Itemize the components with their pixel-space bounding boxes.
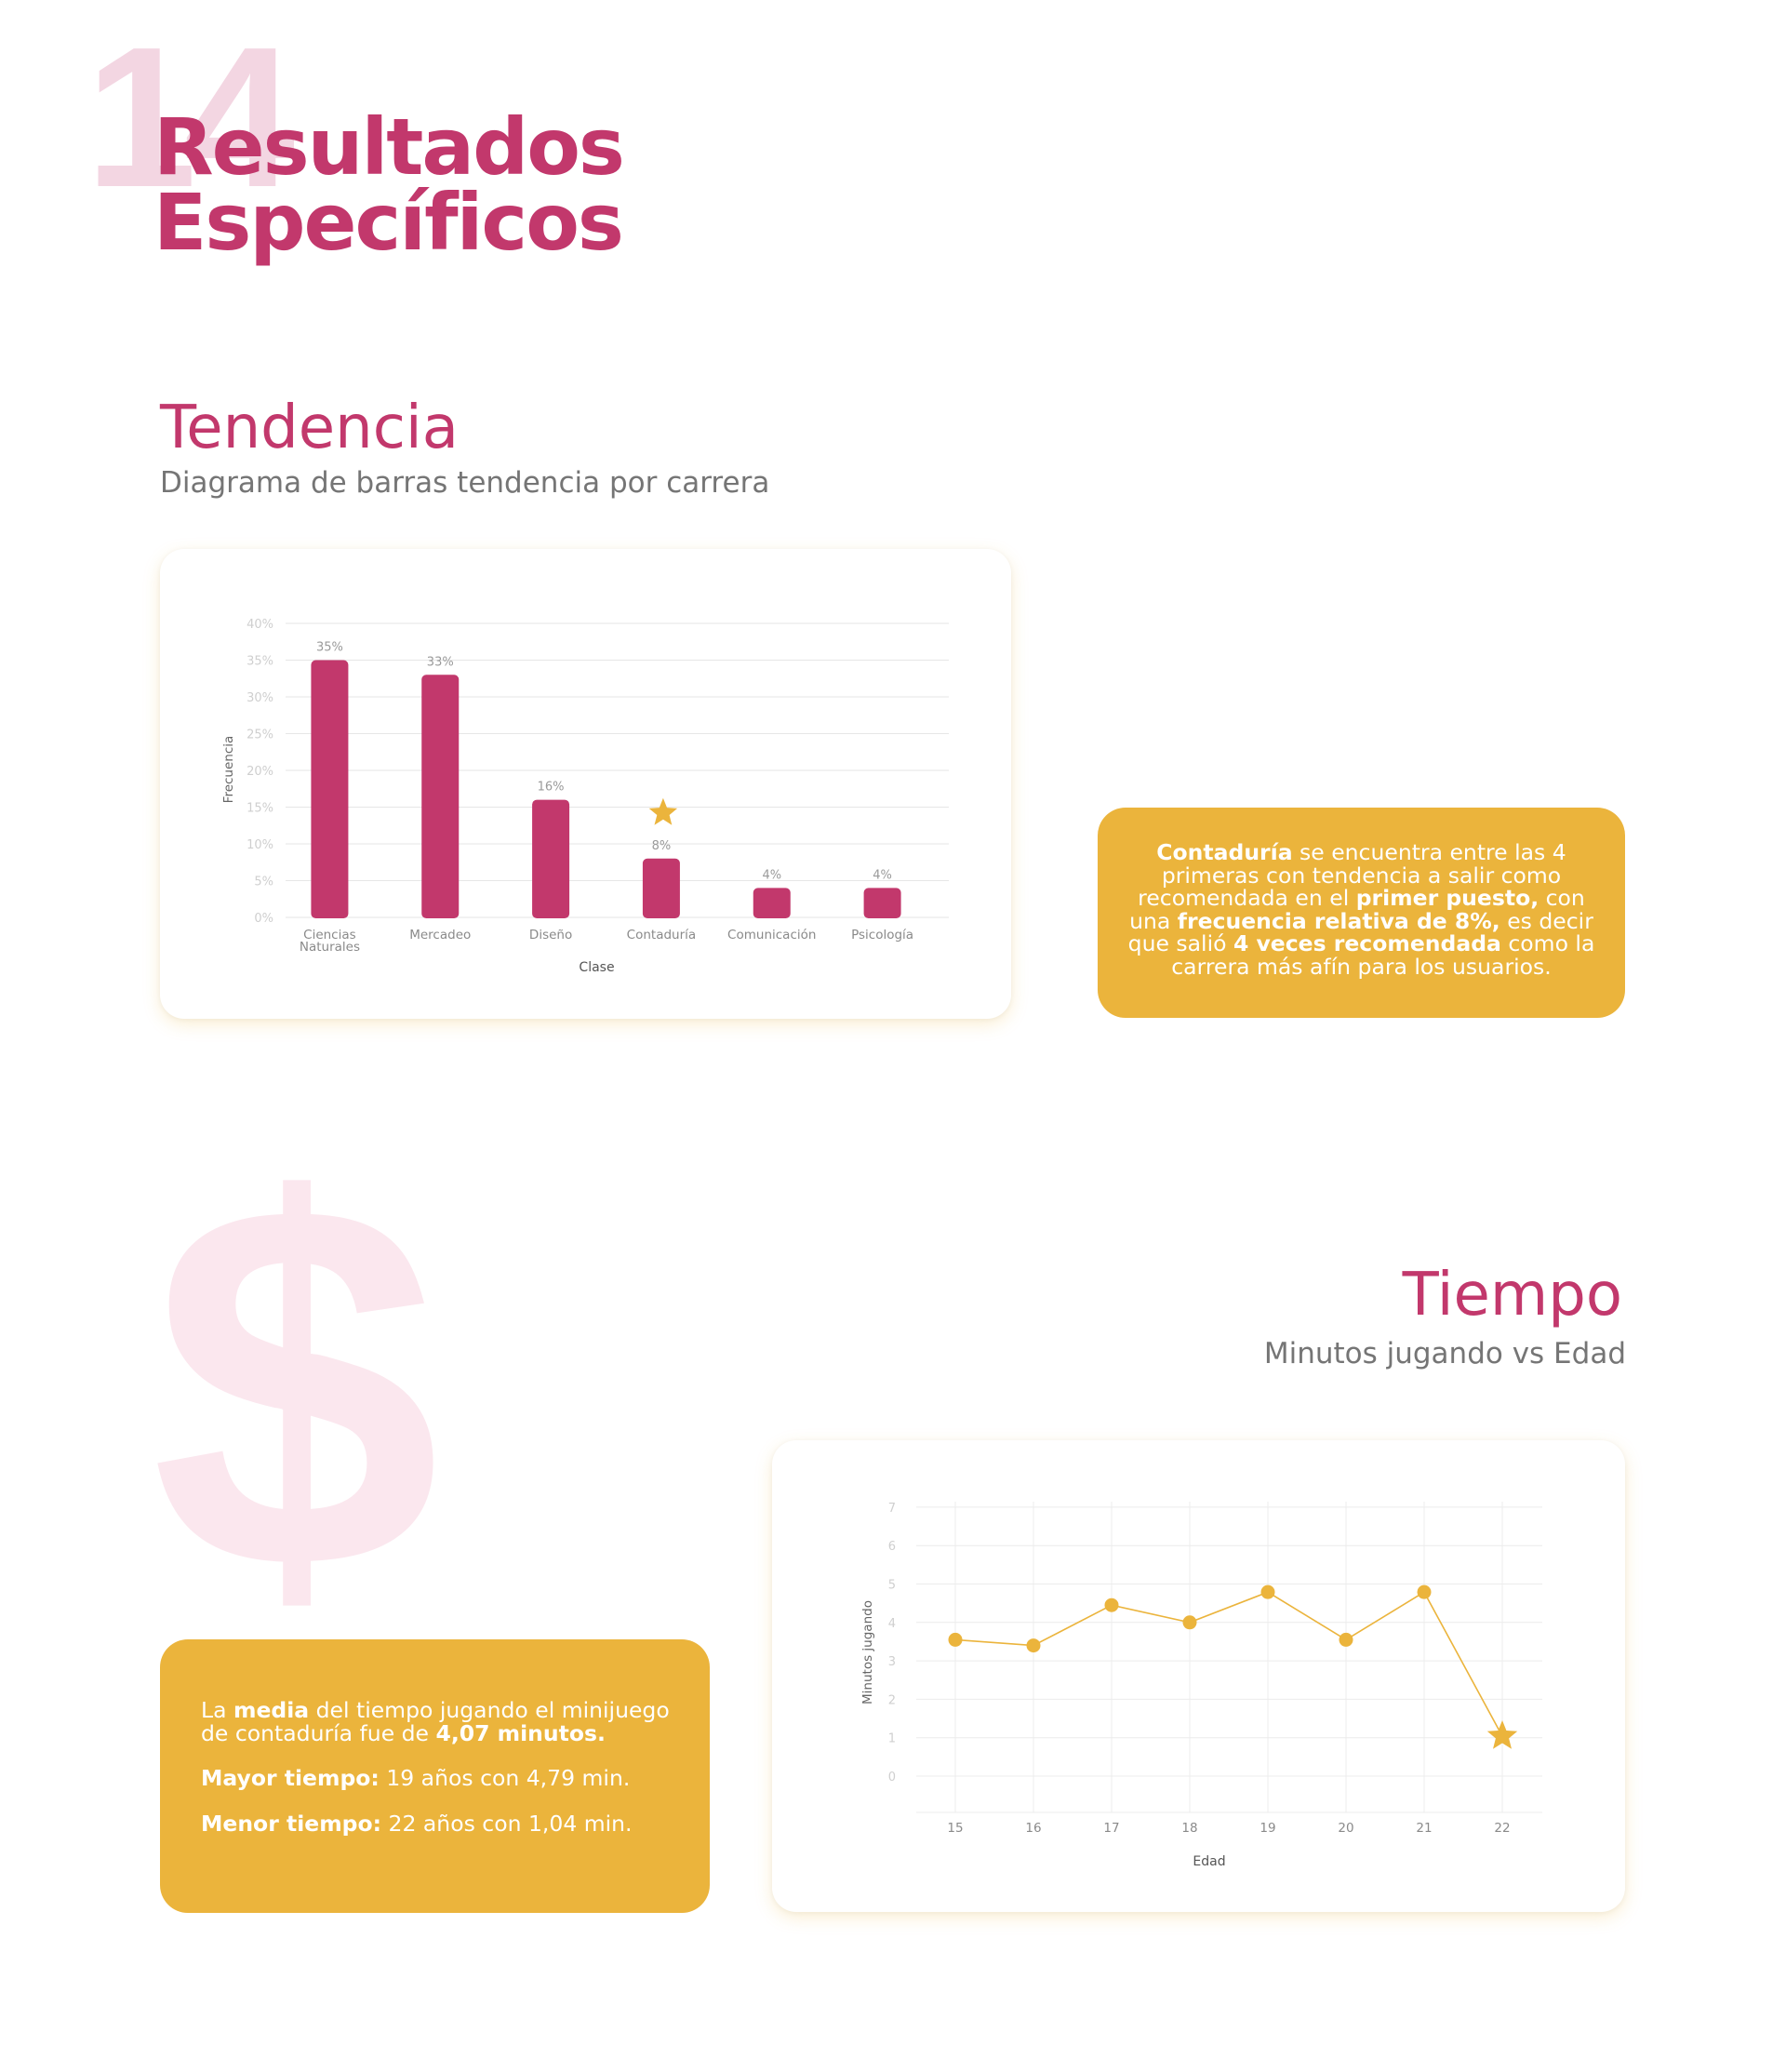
x-tick-label: Mercadeo [409, 928, 471, 942]
y-tick-label: 1 [888, 1732, 896, 1746]
note-bold: Menor tiempo: [201, 1810, 382, 1837]
section-number: 14 [86, 5, 295, 229]
x-tick-label: 15 [947, 1821, 963, 1836]
note-bold: media [233, 1697, 310, 1723]
bar-value-label: 35% [316, 641, 343, 655]
bar [642, 858, 680, 918]
y-tick-label: 7 [888, 1502, 896, 1516]
bar-value-label: 8% [652, 839, 672, 853]
x-tick-label: 16 [1025, 1821, 1041, 1836]
bar-value-label: 16% [538, 781, 565, 795]
bar-value-label: 4% [873, 868, 892, 882]
bar-value-label: 33% [427, 655, 454, 669]
line-chart-card: 0 1 2 3 4 5 6 7 15 16 17 18 19 20 21 22 Edad Minutos juga… [772, 1440, 1625, 1912]
x-tick-label: Comunicación [727, 928, 816, 942]
x-tick-label: Ciencias [303, 928, 356, 942]
bar-value-label: 4% [762, 868, 781, 882]
x-tick-label: Naturales [300, 940, 360, 955]
tiempo-note: La media del tiempo jugando el minijuego… [160, 1639, 710, 1913]
x-tick-label: 22 [1494, 1821, 1510, 1836]
y-tick-label: 0% [254, 912, 273, 926]
data-point [1260, 1584, 1275, 1599]
star-icon [648, 797, 678, 825]
note-bold: 4,07 minutos. [435, 1719, 606, 1746]
page-title-line2: Específicos [153, 176, 624, 268]
y-tick-label: 30% [247, 691, 273, 705]
dollar-symbol: $ [151, 1095, 441, 1678]
x-tick-label: 17 [1103, 1821, 1119, 1836]
note-text: La [201, 1697, 233, 1723]
tendencia-subtitle: Diagrama de barras tendencia por carrera [160, 466, 770, 500]
bar [532, 799, 570, 918]
y-axis-label: Frecuencia [221, 736, 236, 804]
series-line [954, 1591, 1503, 1737]
data-point [1182, 1615, 1197, 1630]
bar [421, 675, 460, 918]
x-tick-label: Psicología [851, 928, 913, 942]
note-text: se encuentra entre las 4 primeras con te… [1138, 839, 1566, 911]
note-text: con una [1129, 885, 1585, 934]
y-tick-label: 2 [888, 1693, 896, 1707]
y-tick-label: 25% [247, 729, 273, 742]
x-tick-label: 18 [1181, 1821, 1197, 1836]
note-text: como la carrera más afín para los usuari… [1171, 930, 1595, 980]
data-point [1339, 1632, 1353, 1647]
bar-chart-card: 0% 5% 10% 15% 20% 25% 30% 35% 40% 35% Ciencias Natu… [160, 549, 1011, 1019]
note-menor: Menor tiempo: 22 años con 1,04 min. [201, 1810, 678, 1837]
y-tick-label: 40% [247, 618, 273, 632]
page-title: Resultados Específicos [153, 101, 625, 268]
x-tick-label: Contaduría [627, 928, 697, 942]
x-tick-label: Diseño [529, 928, 572, 942]
bar-chart: 0% 5% 10% 15% 20% 25% 30% 35% 40% 35% CienciasNatu… [221, 618, 949, 975]
bar [311, 660, 349, 918]
note-veces: 4 veces recomendada [1233, 930, 1501, 956]
note-contaduria: Contaduría [1156, 839, 1293, 865]
x-tick-label: 21 [1416, 1821, 1432, 1836]
tendencia-title: Tendencia [160, 394, 459, 462]
y-tick-label: 35% [247, 655, 273, 669]
note-primer-puesto: primer puesto, [1355, 885, 1539, 911]
data-point [948, 1632, 963, 1647]
note-text: 19 años con 4,79 min. [379, 1765, 631, 1791]
data-point [1417, 1584, 1432, 1599]
y-tick-label: 20% [247, 765, 273, 779]
y-axis-label: Minutos jugando [860, 1600, 875, 1704]
y-tick-label: 15% [247, 802, 273, 816]
y-tick-label: 10% [247, 838, 273, 852]
note-bold: Mayor tiempo: [201, 1765, 380, 1791]
page-title-line1: Resultados [153, 101, 625, 193]
y-tick-label: 4 [888, 1617, 896, 1631]
x-axis-label: Clase [579, 960, 614, 975]
y-tick-label: 5 [888, 1579, 896, 1593]
note-media: La media del tiempo jugando el minijuego… [201, 1699, 678, 1744]
y-tick-label: 0 [888, 1771, 896, 1785]
y-tick-label: 5% [254, 876, 273, 889]
bar [753, 888, 791, 918]
data-point [1104, 1597, 1119, 1612]
x-tick-label: 20 [1338, 1821, 1353, 1836]
y-tick-label: 6 [888, 1540, 896, 1554]
star-icon [1486, 1720, 1518, 1749]
note-mayor: Mayor tiempo: 19 años con 4,79 min. [201, 1767, 678, 1790]
tiempo-subtitle: Minutos jugando vs Edad [1263, 1337, 1626, 1370]
x-axis-label: Edad [1193, 1854, 1225, 1869]
line-chart: 0 1 2 3 4 5 6 7 15 16 17 18 19 20 21 22 Edad Minutos juga… [860, 1502, 1542, 1869]
y-tick-label: 3 [888, 1655, 896, 1669]
note-frecuencia: frecuencia relativa de 8%, [1177, 907, 1500, 934]
note-text: 22 años con 1,04 min. [381, 1810, 633, 1837]
note-text: del tiempo jugando el minijuego de conta… [201, 1697, 670, 1746]
tendencia-note: Contaduría se encuentra entre las 4 prim… [1098, 808, 1625, 1018]
x-tick-label: 19 [1260, 1821, 1275, 1836]
bar [863, 888, 901, 918]
data-point [1026, 1638, 1041, 1653]
tiempo-title: Tiempo [1402, 1261, 1622, 1330]
note-text: es decir que salió [1127, 907, 1593, 956]
